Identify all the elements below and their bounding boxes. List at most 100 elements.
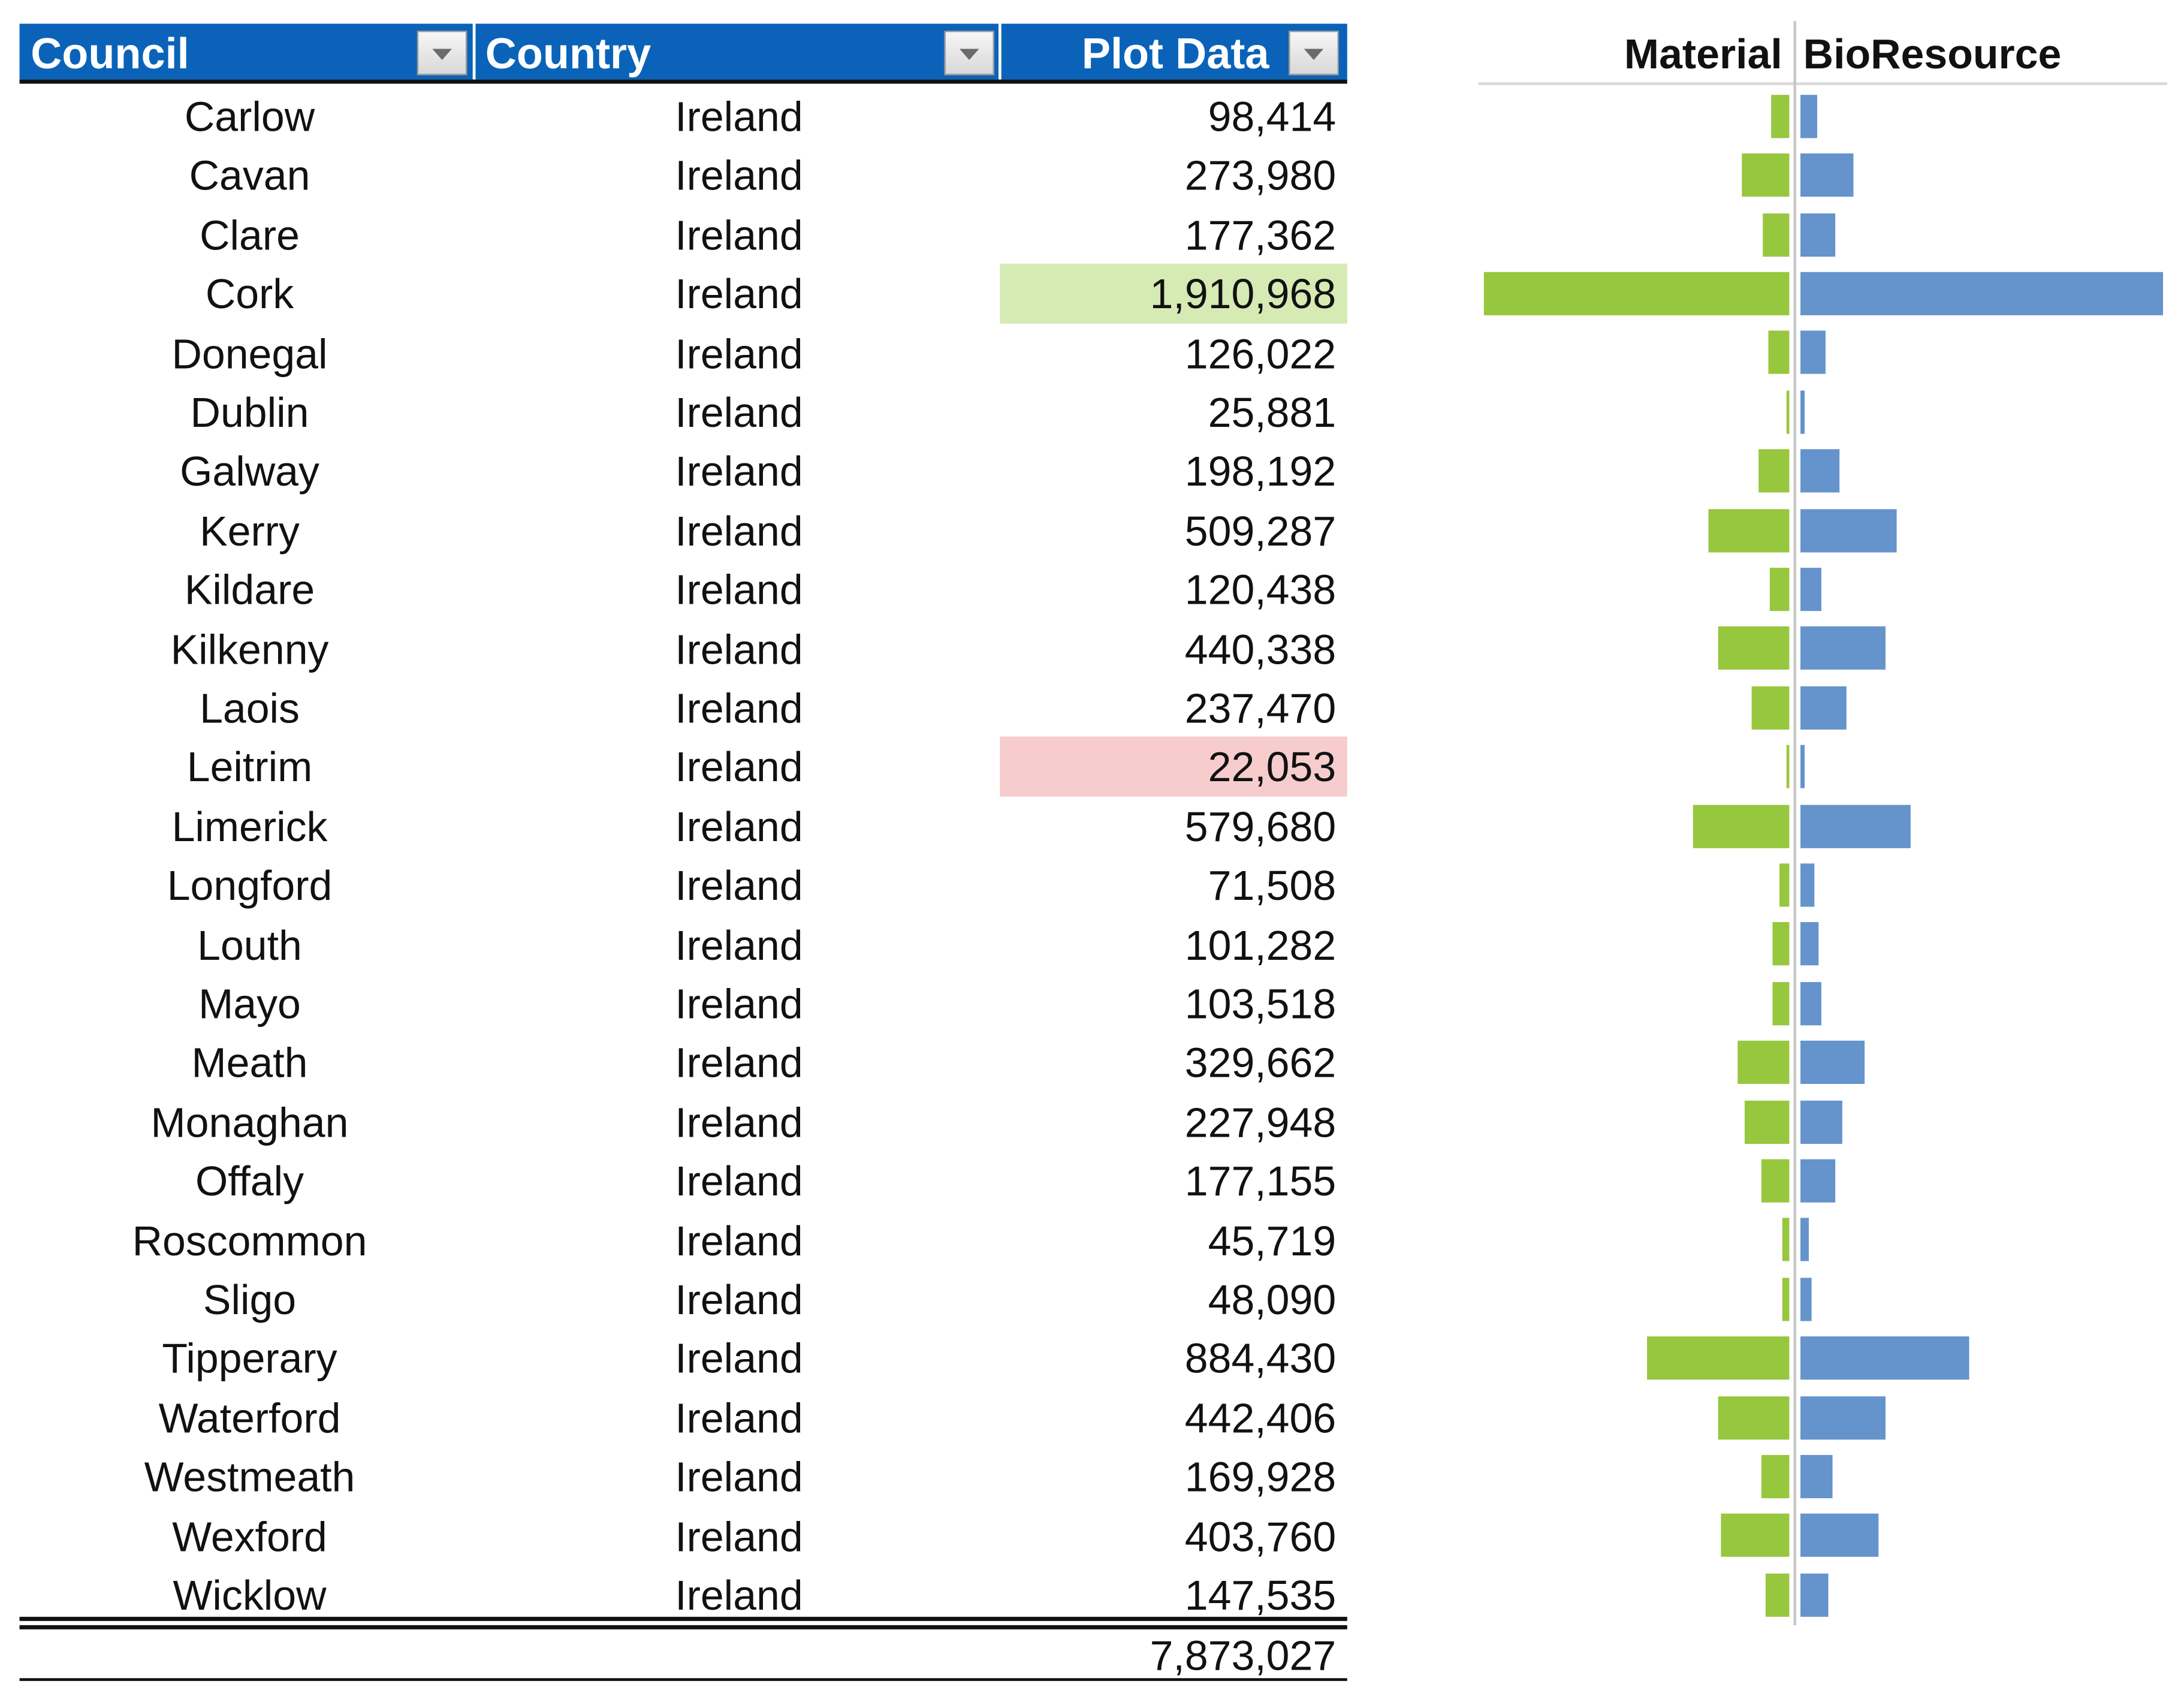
table-row[interactable]: Monaghan Ireland 227,948 xyxy=(20,1092,1347,1151)
plot-data-cell[interactable]: 237,470 xyxy=(1184,686,1337,733)
table-row[interactable]: Wicklow Ireland 147,535 xyxy=(20,1565,1347,1625)
country-cell[interactable]: Ireland xyxy=(675,153,803,200)
country-cell[interactable]: Ireland xyxy=(675,508,803,555)
plot-data-cell[interactable]: 101,282 xyxy=(1184,923,1337,969)
council-cell[interactable]: Louth xyxy=(197,923,302,969)
table-row[interactable]: Roscommon Ireland 45,719 xyxy=(20,1210,1347,1270)
country-cell[interactable]: Ireland xyxy=(675,1041,803,1088)
country-cell[interactable]: Ireland xyxy=(675,568,803,614)
country-cell[interactable]: Ireland xyxy=(675,745,803,792)
council-cell[interactable]: Laois xyxy=(200,686,300,733)
table-row[interactable]: Cavan Ireland 273,980 xyxy=(20,146,1347,205)
plot-data-cell[interactable]: 198,192 xyxy=(1184,450,1337,496)
country-cell[interactable]: Ireland xyxy=(675,450,803,496)
council-cell[interactable]: Monaghan xyxy=(150,1100,349,1147)
table-row[interactable]: Westmeath Ireland 169,928 xyxy=(20,1447,1347,1506)
country-cell[interactable]: Ireland xyxy=(675,272,803,318)
plot-data-cell[interactable]: 442,406 xyxy=(1184,1396,1337,1442)
table-row[interactable]: Offaly Ireland 177,155 xyxy=(20,1151,1347,1210)
country-cell[interactable]: Ireland xyxy=(675,1218,803,1265)
table-row[interactable]: Mayo Ireland 103,518 xyxy=(20,974,1347,1033)
country-cell[interactable]: Ireland xyxy=(675,805,803,851)
council-cell[interactable]: Waterford xyxy=(158,1396,341,1442)
table-row[interactable]: Wexford Ireland 403,760 xyxy=(20,1506,1347,1565)
plot-data-cell[interactable]: 45,719 xyxy=(1208,1218,1337,1265)
council-cell[interactable]: Kerry xyxy=(200,508,300,555)
country-cell[interactable]: Ireland xyxy=(675,95,803,141)
country-cell[interactable]: Ireland xyxy=(675,1455,803,1502)
table-row[interactable]: Kildare Ireland 120,438 xyxy=(20,560,1347,619)
plot-data-cell[interactable]: 1,910,968 xyxy=(1000,264,1347,323)
plot-data-cell[interactable]: 177,362 xyxy=(1184,213,1337,260)
total-plot-data[interactable]: 7,873,027 xyxy=(1150,1633,1337,1680)
table-row[interactable]: Kilkenny Ireland 440,338 xyxy=(20,619,1347,678)
country-cell[interactable]: Ireland xyxy=(675,627,803,673)
plot-data-cell[interactable]: 71,508 xyxy=(1208,863,1337,910)
plot-data-cell[interactable]: 147,535 xyxy=(1184,1573,1337,1620)
table-row[interactable]: Tipperary Ireland 884,430 xyxy=(20,1329,1347,1388)
council-cell[interactable]: Limerick xyxy=(171,805,328,851)
council-cell[interactable]: Clare xyxy=(200,213,300,260)
country-cell[interactable]: Ireland xyxy=(675,331,803,378)
council-filter-dropdown-icon[interactable] xyxy=(417,31,467,76)
plot-data-cell[interactable]: 509,287 xyxy=(1184,508,1337,555)
plot-data-cell[interactable]: 98,414 xyxy=(1208,95,1337,141)
table-row[interactable]: Carlow Ireland 98,414 xyxy=(20,86,1347,146)
council-cell[interactable]: Offaly xyxy=(195,1159,304,1206)
council-cell[interactable]: Roscommon xyxy=(132,1218,367,1265)
council-cell[interactable]: Kilkenny xyxy=(170,627,329,673)
plot-data-cell[interactable]: 329,662 xyxy=(1184,1041,1337,1088)
country-cell[interactable]: Ireland xyxy=(675,213,803,260)
table-row[interactable]: Galway Ireland 198,192 xyxy=(20,441,1347,501)
country-cell[interactable]: Ireland xyxy=(675,1100,803,1147)
plot-data-cell[interactable]: 126,022 xyxy=(1184,331,1337,378)
council-cell[interactable]: Westmeath xyxy=(144,1455,355,1502)
country-cell[interactable]: Ireland xyxy=(675,1396,803,1442)
country-cell[interactable]: Ireland xyxy=(675,390,803,437)
council-cell[interactable]: Sligo xyxy=(203,1278,297,1324)
table-row[interactable]: Meath Ireland 329,662 xyxy=(20,1033,1347,1092)
country-cell[interactable]: Ireland xyxy=(675,923,803,969)
plot-data-cell[interactable]: 440,338 xyxy=(1184,627,1337,673)
plot-data-cell[interactable]: 227,948 xyxy=(1184,1100,1337,1147)
plot-data-cell[interactable]: 25,881 xyxy=(1208,390,1337,437)
country-cell[interactable]: Ireland xyxy=(675,1278,803,1324)
country-cell[interactable]: Ireland xyxy=(675,1337,803,1383)
table-row[interactable]: Clare Ireland 177,362 xyxy=(20,205,1347,264)
plot-data-cell[interactable]: 120,438 xyxy=(1184,568,1337,614)
table-row[interactable]: Limerick Ireland 579,680 xyxy=(20,796,1347,855)
council-cell[interactable]: Cavan xyxy=(189,153,310,200)
council-cell[interactable]: Tipperary xyxy=(162,1337,337,1383)
column-header-council[interactable]: Council xyxy=(19,23,473,80)
council-cell[interactable]: Dublin xyxy=(190,390,309,437)
country-cell[interactable]: Ireland xyxy=(675,686,803,733)
plot-data-cell[interactable]: 884,430 xyxy=(1184,1337,1337,1383)
plot-data-cell[interactable]: 403,760 xyxy=(1184,1514,1337,1561)
council-cell[interactable]: Meath xyxy=(191,1041,308,1088)
plot-data-cell[interactable]: 177,155 xyxy=(1184,1159,1337,1206)
council-cell[interactable]: Galway xyxy=(180,450,319,496)
council-cell[interactable]: Wexford xyxy=(172,1514,327,1561)
council-cell[interactable]: Longford xyxy=(167,863,333,910)
plot-data-filter-dropdown-icon[interactable] xyxy=(1289,31,1339,76)
table-row[interactable]: Waterford Ireland 442,406 xyxy=(20,1388,1347,1447)
plot-data-cell[interactable]: 22,053 xyxy=(1000,737,1347,797)
plot-data-cell[interactable]: 579,680 xyxy=(1184,805,1337,851)
council-cell[interactable]: Leitrim xyxy=(186,745,313,792)
council-cell[interactable]: Donegal xyxy=(171,331,328,378)
table-row[interactable]: Sligo Ireland 48,090 xyxy=(20,1269,1347,1329)
table-row[interactable]: Dublin Ireland 25,881 xyxy=(20,382,1347,442)
council-cell[interactable]: Kildare xyxy=(184,568,315,614)
plot-data-cell[interactable]: 273,980 xyxy=(1184,153,1337,200)
table-row[interactable]: Leitrim Ireland 22,053 xyxy=(20,737,1347,797)
country-cell[interactable]: Ireland xyxy=(675,863,803,910)
council-cell[interactable]: Cork xyxy=(205,272,294,318)
country-cell[interactable]: Ireland xyxy=(675,1514,803,1561)
country-cell[interactable]: Ireland xyxy=(675,1573,803,1620)
table-row[interactable]: Cork Ireland 1,910,968 xyxy=(20,264,1347,323)
council-cell[interactable]: Wicklow xyxy=(173,1573,327,1620)
table-row[interactable]: Louth Ireland 101,282 xyxy=(20,915,1347,974)
column-header-country[interactable]: Country xyxy=(474,23,999,80)
table-row[interactable]: Longford Ireland 71,508 xyxy=(20,855,1347,915)
plot-data-cell[interactable]: 103,518 xyxy=(1184,982,1337,1028)
